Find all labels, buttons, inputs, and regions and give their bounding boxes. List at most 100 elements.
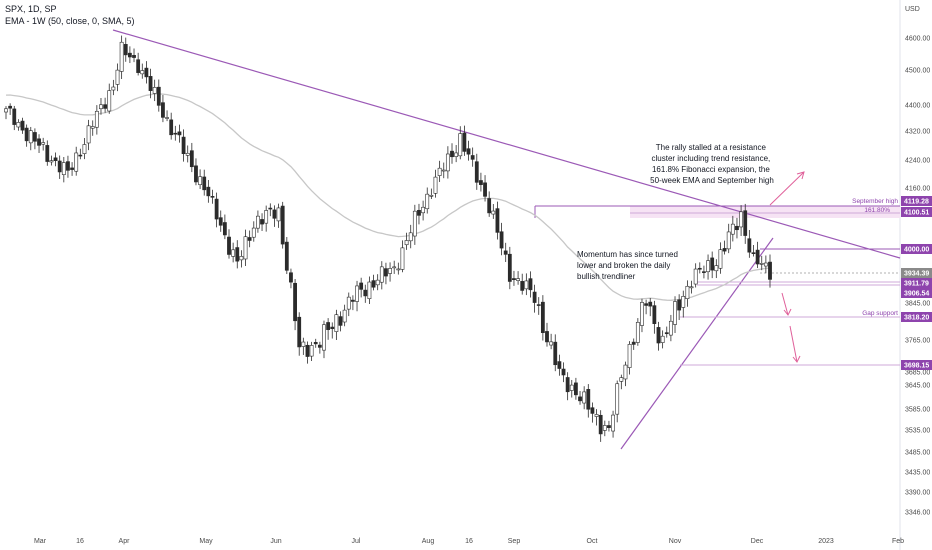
y-tick-label: 3390.00 [905,490,930,497]
candle-down [631,341,636,345]
price-badge-bg [901,207,932,217]
candle-down [272,209,277,219]
price-badge: 3911.79 [904,281,929,288]
candle-down [586,389,591,410]
x-tick-label: 16 [76,538,84,545]
x-tick-label: 16 [465,538,473,545]
candle-up [408,232,413,242]
candle-down [227,236,231,255]
candle-down [656,327,661,344]
price-badge: 3698.15 [904,363,929,370]
candle-up [594,414,599,417]
candle-down [181,136,186,155]
y-tick-label: 3685.00 [905,370,930,377]
x-tick-label: Aug [422,538,435,545]
candle-down [260,219,264,225]
candle-up [355,285,359,302]
price-badge-bg [901,278,932,288]
candle-down [218,217,223,226]
candle-down [479,180,483,185]
x-tick-label: Sep [508,538,521,545]
candle-up [90,126,95,129]
candle-up [441,169,446,172]
candle-up [681,296,686,308]
candle-down [652,305,657,324]
candle-up [685,285,690,299]
candle-down [371,280,376,288]
down-arrow-2 [789,325,798,363]
candle-up [400,247,405,270]
candle-up [454,152,459,157]
candle-up [16,122,21,128]
candle-down [512,278,516,281]
candle-down [338,316,343,326]
candle-down [520,281,525,291]
candle-down [565,377,570,393]
candle-down [503,250,508,255]
candle-up [437,167,442,176]
ema-50-week-line [5,93,771,301]
candle-down [751,252,756,254]
candle-down [293,282,297,322]
candle-up [82,144,87,154]
candle-up [243,236,248,260]
candle-down [317,344,322,348]
candle-down [189,150,194,168]
candle-down [123,44,128,56]
candle-down [470,155,475,160]
momentum-annotation: Momentum has since turned lower and brok… [577,250,680,281]
candle-down [326,322,331,330]
candle-down [214,198,219,220]
candle-up [256,215,260,229]
candle-down [235,247,240,262]
x-tick-label: Jun [270,538,281,545]
down-arrow-2-head [792,355,801,363]
candle-down [487,198,492,214]
x-tick-label: Oct [587,538,598,545]
candle-up [111,86,116,91]
candle-up [689,286,694,289]
candle-down [136,59,141,73]
candle-down [545,331,549,343]
candle-up [668,320,673,336]
candle-up [61,162,66,175]
x-tick-label: 2023 [818,538,834,545]
x-tick-label: Mar [34,538,47,545]
y-tick-label: 4320.00 [905,129,930,136]
bullish-trendline [620,237,774,450]
candle-up [41,142,46,145]
candle-down [747,238,752,253]
candle-down [495,208,500,233]
candle-up [379,266,384,283]
time-axis-labels: Mar 16 Apr May Jun Jul Aug 16 Sep Oct Nov Dec 2023 Fe… [34,538,904,545]
candle-down [702,271,706,273]
candle-up [524,280,529,290]
candle-down [574,382,578,396]
y-tick-label: 3845.00 [905,301,930,308]
candle-up [99,104,103,110]
candle-up [714,265,719,272]
candle-down [177,131,182,136]
candle-up [388,268,392,274]
candle-up [251,227,256,238]
candle-up [239,256,244,261]
candle-down [450,150,454,158]
price-badges: 4119.28 4100.51 4000.00 3934.39 3911.79 3906.… [901,196,932,370]
candle-down [78,154,83,157]
currency-label: USD [905,6,920,13]
y-tick-label: 3765.00 [905,338,930,345]
candle-down [66,161,70,171]
candle-up [309,345,314,357]
projection-arrows [769,171,805,363]
candle-down [722,248,727,252]
candle-down [132,55,136,58]
fib-label: 161.80% [864,207,890,214]
candle-up [342,309,347,323]
candle-down [590,407,595,414]
candle-up [726,231,731,250]
x-tick-label: May [199,538,213,545]
price-badge: 3906.54 [904,291,929,298]
price-badge: 4119.28 [904,199,929,206]
candle-up [706,260,710,273]
